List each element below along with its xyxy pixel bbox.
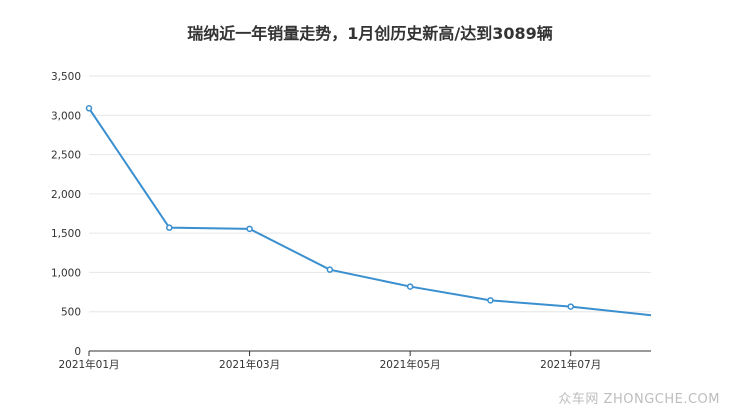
y-tick-label: 0 — [74, 346, 81, 358]
y-tick-label: 1,000 — [51, 267, 81, 279]
data-points — [85, 105, 574, 310]
data-point — [567, 303, 574, 310]
x-tick-label: 2021年07月 — [540, 358, 601, 371]
x-tick-label: 2021年01月 — [58, 358, 119, 371]
y-tick-label: 500 — [61, 307, 81, 319]
data-point — [487, 297, 494, 304]
y-tick-label: 2,000 — [51, 189, 81, 201]
data-point — [326, 266, 334, 273]
x-tick-label: 2021年05月 — [380, 358, 441, 371]
grid-lines — [89, 75, 651, 313]
data-point — [406, 283, 414, 290]
chart-title: 瑞纳近一年销量走势，1月创历史新高/达到3089辆 — [187, 24, 553, 43]
data-point — [85, 105, 93, 112]
x-tick-label: 2021年03月 — [219, 358, 280, 371]
y-tick-label: 1,500 — [51, 228, 81, 240]
data-point — [166, 224, 173, 231]
watermark: 众车网 ZHONGCHE.COM — [558, 392, 720, 407]
y-axis-ticks: 0 500 1,000 1,500 2,000 2,500 3,000 3,500 — [51, 71, 81, 358]
y-tick-label: 3,000 — [51, 110, 81, 122]
data-point — [246, 225, 253, 233]
y-tick-label: 3,500 — [51, 71, 81, 83]
series-line — [88, 107, 652, 317]
x-axis-ticks: 2021年01月 2021年03月 2021年05月 2021年07月 — [58, 351, 601, 371]
y-tick-label: 2,500 — [51, 150, 81, 162]
